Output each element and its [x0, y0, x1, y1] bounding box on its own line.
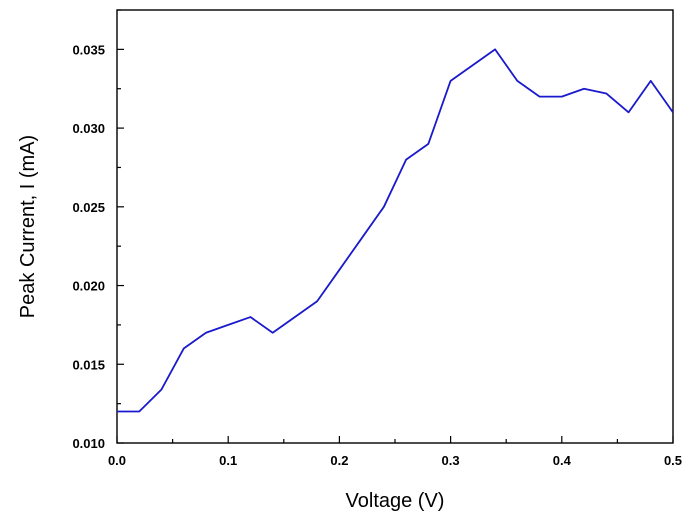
y-tick-label: 0.015 [72, 357, 105, 372]
y-axis-title: Peak Current, I (mA) [17, 135, 39, 318]
series-line [117, 48, 674, 413]
x-tick-label: 0.2 [330, 453, 348, 468]
x-tick-label: 0.3 [442, 453, 460, 468]
y-tick-label: 0.025 [72, 200, 105, 215]
axis-tick-labels: 0.0 0.1 0.2 0.3 0.4 0.5 0.010 0.015 0.020 0.025 0.… [72, 42, 682, 468]
axis-ticks [116, 9, 674, 444]
y-tick-label: 0.010 [72, 436, 105, 451]
y-tick-label: 0.020 [72, 279, 105, 294]
plot-area [116, 9, 674, 444]
plot-frame [116, 9, 674, 444]
x-tick-label: 0.5 [664, 453, 682, 468]
y-tick-label: 0.035 [72, 42, 105, 57]
x-tick-label: 0.0 [108, 453, 126, 468]
x-tick-label: 0.4 [553, 453, 572, 468]
x-axis-title: Voltage (V) [346, 490, 445, 512]
x-tick-label: 0.1 [219, 453, 237, 468]
y-tick-label: 0.030 [72, 121, 105, 136]
